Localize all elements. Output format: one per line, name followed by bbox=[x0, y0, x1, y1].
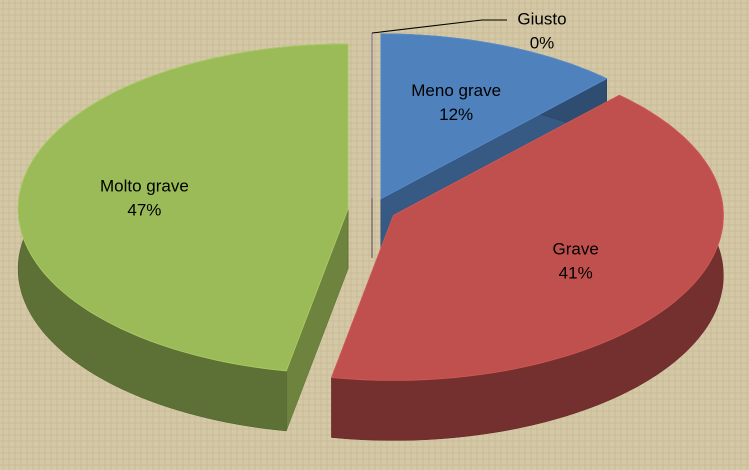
slice-value-label: 41% bbox=[559, 263, 593, 282]
slice-top bbox=[17, 43, 349, 372]
leader-line bbox=[371, 19, 507, 34]
slice-top bbox=[380, 33, 608, 200]
slice-label: Molto grave bbox=[100, 177, 189, 196]
slice-value-label: 47% bbox=[127, 201, 161, 220]
slice bbox=[17, 43, 349, 432]
slice-label: Giusto bbox=[517, 9, 566, 28]
slice-value-label: 12% bbox=[439, 105, 473, 124]
slice-top bbox=[330, 94, 724, 381]
slice-value-label: 0% bbox=[530, 33, 555, 52]
slice bbox=[330, 94, 724, 441]
slice-label: Meno grave bbox=[411, 81, 501, 100]
slice-label: Grave bbox=[553, 239, 599, 258]
